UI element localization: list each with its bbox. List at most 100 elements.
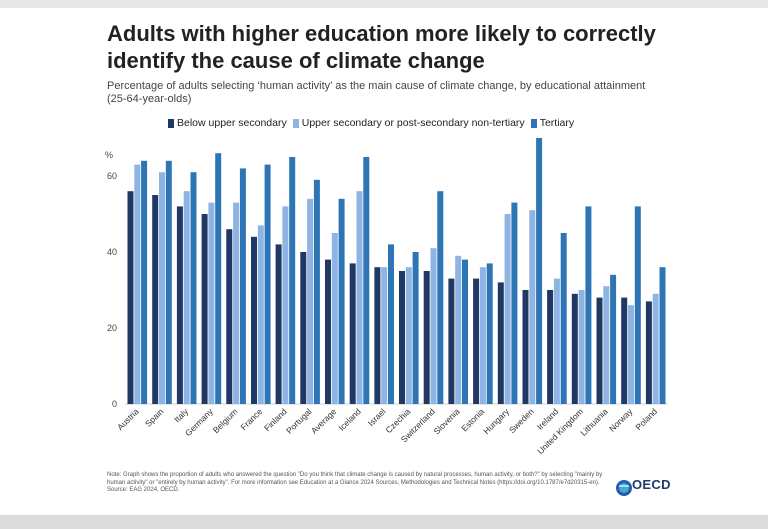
top-border (0, 0, 768, 8)
bar-belgium-s2 (233, 202, 240, 404)
x-tick-label: France (238, 406, 264, 432)
legend-swatch-tertiary (530, 118, 537, 128)
legend-item-tertiary: Tertiary (530, 117, 575, 129)
bar-ireland-s3 (560, 233, 567, 404)
bar-poland-s1 (645, 301, 652, 404)
bar-israel-s1 (374, 267, 381, 404)
oecd-globe-band (619, 485, 629, 487)
bar-hungary-s2 (504, 214, 511, 404)
bar-norway-s2 (628, 305, 634, 404)
bar-germany-s3 (215, 153, 222, 404)
bar-iceland-s3 (363, 157, 370, 404)
bar-hungary-s3 (511, 202, 518, 404)
bar-finland-s3 (289, 157, 296, 404)
bar-lithuania-s1 (596, 297, 603, 404)
bar-czechia-s2 (405, 267, 412, 404)
bar-united-kingdom-s2 (578, 290, 585, 404)
bar-lithuania-s2 (603, 286, 610, 404)
bar-austria-s3 (141, 160, 148, 404)
bar-norway-s1 (621, 297, 628, 404)
y-tick-label: 40 (107, 247, 117, 257)
bar-spain-s1 (152, 195, 159, 404)
bar-spain-s2 (159, 172, 165, 404)
bar-portugal-s3 (313, 179, 320, 404)
bar-portugal-s1 (300, 252, 307, 404)
bar-lithuania-s3 (610, 274, 617, 404)
bar-switzerland-s2 (430, 248, 437, 404)
bar-austria-s1 (127, 191, 134, 404)
oecd-logo (616, 480, 632, 496)
bar-france-s2 (257, 225, 264, 404)
y-axis-unit-label: % (105, 150, 113, 160)
x-tick-label: Belgium (211, 406, 240, 435)
x-tick-label: Norway (607, 406, 635, 434)
bar-norway-s3 (634, 206, 641, 404)
x-tick-label: Slovenia (431, 406, 461, 436)
bar-germany-s2 (208, 202, 215, 404)
legend-item-below: Below upper secondary (168, 117, 287, 129)
bar-france-s1 (251, 236, 257, 404)
legend-label-tertiary: Tertiary (539, 117, 575, 129)
bar-italy-s1 (176, 206, 183, 404)
bar-estonia-s1 (473, 278, 480, 404)
bar-italy-s2 (183, 191, 190, 404)
chart-subtitle: Percentage of adults selecting ‘human ac… (107, 80, 646, 105)
bar-portugal-s2 (307, 198, 314, 404)
legend-swatch-below (168, 118, 174, 128)
bar-belgium-s1 (226, 229, 233, 404)
y-tick-label: 20 (107, 323, 117, 333)
bar-slovenia-s2 (455, 255, 462, 404)
bar-sweden-s3 (536, 138, 543, 404)
x-tick-label: Sweden (507, 406, 536, 435)
bar-ireland-s1 (547, 290, 554, 404)
x-tick-label: Portugal (284, 406, 314, 436)
bar-sweden-s2 (529, 210, 536, 404)
bar-israel-s3 (388, 244, 394, 404)
legend-item-upper: Upper secondary or post-secondary non-te… (292, 117, 525, 129)
bar-austria-s2 (134, 164, 141, 404)
bar-spain-s3 (165, 160, 172, 404)
bar-average-s3 (338, 198, 345, 404)
x-tick-label: Iceland (336, 406, 363, 433)
x-tick-label: Average (309, 406, 339, 436)
bar-hungary-s1 (497, 282, 504, 404)
x-tick-label: Lithuania (578, 406, 610, 438)
bar-estonia-s3 (486, 263, 493, 404)
bar-sweden-s1 (522, 290, 529, 404)
bar-estonia-s2 (479, 267, 486, 404)
chart-note: Note: Graph shows the proportion of adul… (107, 472, 603, 493)
y-tick-label: 60 (107, 171, 117, 181)
chart-title: Adults with higher education more likely… (107, 21, 656, 73)
x-tick-label: Austria (115, 406, 141, 432)
oecd-wordmark: OECD (632, 477, 671, 492)
bar-slovenia-s1 (448, 278, 455, 404)
bar-italy-s3 (190, 172, 197, 404)
bar-poland-s2 (652, 293, 659, 404)
x-tick-label: Spain (143, 406, 166, 429)
bar-slovenia-s3 (462, 259, 468, 404)
bar-united-kingdom-s1 (571, 293, 578, 404)
bar-switzerland-s3 (437, 191, 444, 404)
x-tick-label: Poland (633, 406, 659, 432)
oecd-globe-inner (619, 483, 629, 493)
bar-germany-s1 (201, 214, 208, 404)
bar-united-kingdom-s3 (585, 206, 592, 404)
bar-average-s2 (331, 233, 338, 404)
bar-israel-s2 (381, 267, 388, 404)
bar-czechia-s1 (399, 271, 405, 404)
bar-ireland-s2 (553, 278, 560, 404)
x-tick-label: Israel (366, 406, 388, 428)
bar-czechia-s3 (412, 252, 419, 404)
bar-switzerland-s1 (423, 271, 430, 404)
legend-label-below: Below upper secondary (177, 117, 287, 129)
bar-iceland-s1 (349, 263, 356, 404)
bar-chart: % 0 20 40 60 Austria Spain ItalyGermanyBelgiumF… (105, 138, 668, 456)
bar-average-s1 (325, 259, 331, 404)
legend-swatch-upper (292, 118, 299, 128)
bar-finland-s2 (282, 206, 289, 404)
legend: Below upper secondary Upper secondary or… (168, 117, 688, 129)
bar-france-s3 (264, 164, 271, 404)
x-tick-label: Germany (183, 406, 215, 438)
bottom-border (0, 515, 768, 529)
x-tick-label: Hungary (481, 406, 511, 436)
